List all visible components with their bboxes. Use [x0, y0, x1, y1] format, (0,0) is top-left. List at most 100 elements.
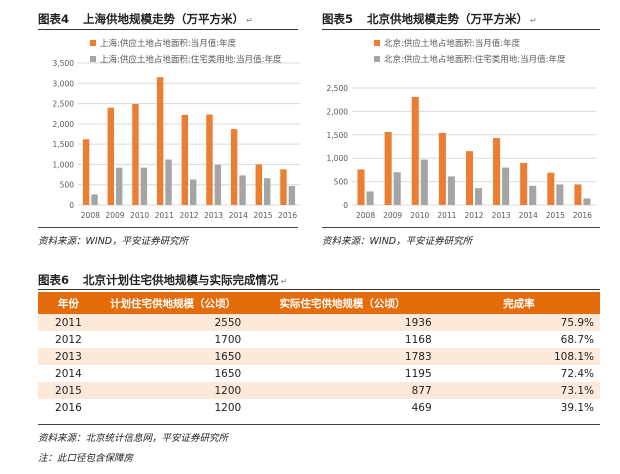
x-tick-label: 2012 — [464, 211, 483, 220]
x-tick-label: 2009 — [383, 211, 402, 220]
legend-label: 北京:供应土地占地面积:当月值:年度 — [384, 38, 521, 49]
bar — [214, 164, 222, 205]
bar — [447, 176, 455, 205]
cell-year: 2013 — [38, 348, 99, 365]
figure4-rule-bottom — [38, 227, 298, 228]
header-year: 年份 — [38, 292, 99, 314]
bar — [255, 164, 262, 205]
legend-swatch — [90, 40, 96, 46]
bar — [438, 132, 446, 205]
figure5-rule-bottom — [322, 227, 600, 228]
cell-year: 2016 — [38, 399, 99, 416]
bar — [529, 185, 537, 205]
cell-planned: 1700 — [98, 331, 248, 348]
header-rate: 完成率 — [437, 292, 600, 314]
table-row: 2011 2550 1936 75.9% — [38, 314, 600, 331]
y-tick-label: 2,500 — [327, 84, 349, 93]
table-row: 2015 1200 877 73.1% — [38, 382, 600, 399]
bar — [547, 172, 555, 205]
y-tick-label: 2,000 — [53, 120, 75, 129]
cell-actual: 1936 — [247, 314, 438, 331]
bar — [190, 179, 197, 205]
bar — [280, 169, 287, 205]
cell-actual: 1195 — [247, 365, 438, 382]
legend-label: 上海:供应土地占地面积:住宅类用地:当月值:年度 — [100, 54, 282, 65]
cell-year: 2014 — [38, 365, 99, 382]
figure6-title-row: 图表6 北京计划住宅供地规模与实际完成情况 ↵ — [38, 272, 287, 288]
bar — [264, 178, 271, 205]
x-tick-label: 2008 — [356, 211, 375, 220]
bar — [156, 77, 164, 205]
y-tick-label: 1,000 — [53, 160, 75, 169]
cell-planned: 1650 — [98, 365, 248, 382]
figure4-source: 资料来源：WIND，平安证券研究所 — [38, 236, 189, 247]
bar — [420, 159, 428, 205]
bar — [411, 96, 419, 205]
bar — [140, 167, 148, 205]
bar — [239, 175, 246, 205]
cell-rate: 39.1% — [437, 399, 600, 416]
bar — [583, 198, 591, 205]
bar — [107, 107, 114, 205]
bar — [493, 138, 501, 205]
y-tick-label: 0 — [343, 201, 348, 210]
x-tick-label: 2010 — [410, 211, 429, 220]
bar — [82, 139, 90, 205]
x-tick-label: 2011 — [155, 211, 174, 220]
x-tick-label: 2009 — [105, 211, 124, 220]
cell-rate: 68.7% — [437, 331, 600, 348]
bar — [132, 103, 139, 205]
cell-rate: 72.4% — [437, 365, 600, 382]
x-tick-label: 2015 — [546, 211, 565, 220]
figure6-number: 图表6 — [38, 273, 70, 287]
table-row: 2013 1650 1783 108.1% — [38, 348, 600, 365]
y-tick-label: 0 — [69, 201, 74, 210]
figure6-source: 资料来源：北京统计信息网，平安证券研究所 — [38, 433, 229, 444]
figure5-title-row: 图表5 北京供地规模走势（万平方米） ↵ — [322, 11, 537, 27]
table-header-row: 年份 计划住宅供地规模（公顷） 实际住宅供地规模（公顷） 完成率 — [38, 292, 600, 314]
figure4-chart: 0 500 1,000 1,500 2,000 2,500 3,000 3,500 2008 20… — [53, 38, 300, 220]
bar — [574, 184, 582, 205]
y-tick-label: 500 — [60, 181, 75, 190]
bar — [465, 151, 473, 205]
bar — [520, 162, 528, 205]
bar — [206, 114, 213, 205]
legend-swatch — [374, 40, 380, 46]
cell-actual: 1168 — [247, 331, 438, 348]
bar — [393, 172, 401, 205]
bar — [366, 191, 374, 205]
bar — [475, 188, 483, 205]
y-tick-label: 500 — [334, 178, 349, 187]
x-tick-label: 2013 — [492, 211, 511, 220]
bar — [357, 169, 365, 205]
figure5-number: 图表5 — [322, 12, 354, 26]
x-tick-label: 2014 — [519, 211, 538, 220]
cell-rate: 73.1% — [437, 382, 600, 399]
table-row: 2012 1700 1168 68.7% — [38, 331, 600, 348]
figure6-note: 注：此口径包含保障房 — [38, 453, 134, 464]
figure4-rule-top — [38, 29, 298, 30]
cell-actual: 469 — [247, 399, 438, 416]
return-mark-icon: ↵ — [530, 16, 537, 25]
y-tick-label: 1,500 — [327, 131, 349, 140]
x-tick-label: 2014 — [229, 211, 248, 220]
cell-rate: 75.9% — [437, 314, 600, 331]
legend-label: 上海:供应土地占地面积:当月值:年度 — [100, 38, 237, 49]
x-tick-label: 2011 — [437, 211, 456, 220]
figure5-source: 资料来源：WIND，平安证券研究所 — [322, 236, 473, 247]
figure5-title: 北京供地规模走势（万平方米） — [367, 12, 529, 26]
x-tick-label: 2012 — [179, 211, 198, 220]
bar — [91, 194, 98, 205]
x-tick-label: 2008 — [81, 211, 100, 220]
bar — [230, 129, 238, 205]
bar — [181, 114, 188, 205]
x-tick-label: 2016 — [573, 211, 592, 220]
cell-actual: 1783 — [247, 348, 438, 365]
y-tick-label: 2,000 — [327, 107, 349, 116]
figure4-title-row: 图表4 上海供地规模走势（万平方米） ↵ — [38, 11, 253, 27]
return-mark-icon: ↵ — [246, 16, 253, 25]
bar — [556, 184, 564, 205]
figure5-chart: 0 500 1,000 1,500 2,000 2,500 2008 2009 2010 2011… — [327, 38, 596, 220]
figure6-rule-bottom — [38, 424, 600, 425]
figure6-rule-top — [38, 289, 600, 290]
